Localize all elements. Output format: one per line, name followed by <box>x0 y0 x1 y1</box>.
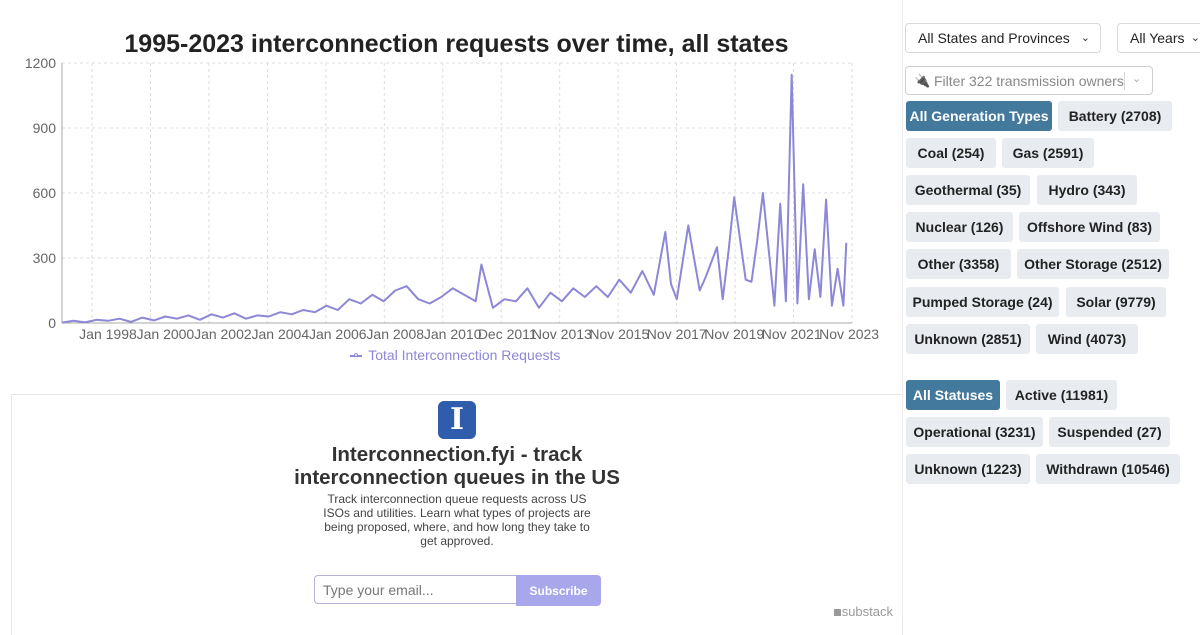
x-tick-label: Jan 2002 <box>194 326 252 342</box>
x-tick-label: Nov 2017 <box>647 326 707 342</box>
x-tick-label: Nov 2019 <box>704 326 764 342</box>
email-input[interactable] <box>314 575 516 604</box>
x-tick-label: Nov 2015 <box>589 326 649 342</box>
owner-filter-placeholder: Filter 322 transmission owners <box>934 73 1124 89</box>
plug-icon: 🔌 <box>914 73 931 88</box>
generation-type-chip[interactable]: All Generation Types <box>906 101 1052 131</box>
x-tick-label: Dec 2011 <box>478 326 537 342</box>
status-chip[interactable]: Active (11981) <box>1006 380 1117 410</box>
legend-line-marker-icon <box>349 353 362 358</box>
x-tick-label: Jan 2010 <box>424 326 482 342</box>
newsletter-title: Interconnection.fyi - track interconnect… <box>294 443 620 489</box>
generation-type-chip[interactable]: Battery (2708) <box>1058 101 1172 131</box>
owner-filter-input[interactable]: 🔌 Filter 322 transmission owners ⌄ <box>905 66 1153 95</box>
newsletter-card: I Interconnection.fyi - track interconne… <box>11 394 903 635</box>
chart-legend[interactable]: Total Interconnection Requests <box>300 347 610 363</box>
x-tick-label: Nov 2013 <box>532 326 592 342</box>
status-chip[interactable]: Withdrawn (10546) <box>1036 454 1180 484</box>
x-tick-label: Jan 1998 <box>79 326 137 342</box>
generation-type-chip[interactable]: Wind (4073) <box>1036 324 1138 354</box>
generation-type-chip[interactable]: Unknown (2851) <box>906 324 1030 354</box>
generation-type-chip[interactable]: Gas (2591) <box>1002 138 1094 168</box>
generation-type-chip[interactable]: Geothermal (35) <box>906 175 1030 205</box>
y-tick-label: 300 <box>33 250 57 266</box>
subscribe-button[interactable]: Subscribe <box>516 575 601 606</box>
x-tick-label: Nov 2023 <box>819 326 879 342</box>
year-select-value: All Years <box>1130 30 1185 46</box>
status-chip[interactable]: Operational (3231) <box>906 417 1043 447</box>
generation-type-chip[interactable]: Hydro (343) <box>1037 175 1137 205</box>
newsletter-logo: I <box>438 401 476 439</box>
y-tick-label: 600 <box>33 185 57 201</box>
generation-type-chip[interactable]: Coal (254) <box>906 138 996 168</box>
generation-type-chip[interactable]: Nuclear (126) <box>906 212 1013 242</box>
substack-icon <box>833 609 841 616</box>
state-select[interactable]: All States and Provinces ⌄ <box>905 23 1101 53</box>
series-line <box>61 73 848 324</box>
x-tick-label: Nov 2021 <box>762 326 822 342</box>
chevron-down-icon: ⌄ <box>1190 32 1200 44</box>
y-tick-label: 900 <box>33 120 57 136</box>
newsletter-description: Track interconnection queue requests acr… <box>323 492 591 548</box>
status-chip[interactable]: Suspended (27) <box>1049 417 1170 447</box>
status-chip[interactable]: Unknown (1223) <box>906 454 1030 484</box>
generation-type-chip[interactable]: Pumped Storage (24) <box>906 287 1059 317</box>
year-select[interactable]: All Years ⌄ <box>1117 23 1200 53</box>
x-tick-label: Jan 2004 <box>252 326 310 342</box>
panel-divider <box>902 0 903 623</box>
generation-type-chip[interactable]: Solar (9779) <box>1066 287 1166 317</box>
y-tick-label: 0 <box>48 315 56 331</box>
logo-letter: I <box>449 402 465 437</box>
generation-type-chip[interactable]: Other Storage (2512) <box>1017 249 1169 279</box>
generation-type-chip[interactable]: Other (3358) <box>906 249 1011 279</box>
status-chip[interactable]: All Statuses <box>906 380 1000 410</box>
substack-brand-label: substack <box>841 604 893 619</box>
generation-type-chip[interactable]: Offshore Wind (83) <box>1019 212 1160 242</box>
state-select-value: All States and Provinces <box>918 30 1070 46</box>
legend-label: Total Interconnection Requests <box>368 347 561 363</box>
x-tick-label: Jan 2006 <box>309 326 367 342</box>
chart-title: 1995-2023 interconnection requests over … <box>124 30 789 58</box>
x-tick-label: Jan 2000 <box>137 326 195 342</box>
filter-separator <box>1124 72 1125 90</box>
chevron-down-icon: ⌄ <box>1080 32 1090 44</box>
x-tick-label: Jan 2008 <box>366 326 424 342</box>
substack-brand[interactable]: substack <box>833 604 893 619</box>
y-tick-label: 1200 <box>25 55 56 71</box>
chevron-down-icon: ⌄ <box>1132 73 1142 85</box>
